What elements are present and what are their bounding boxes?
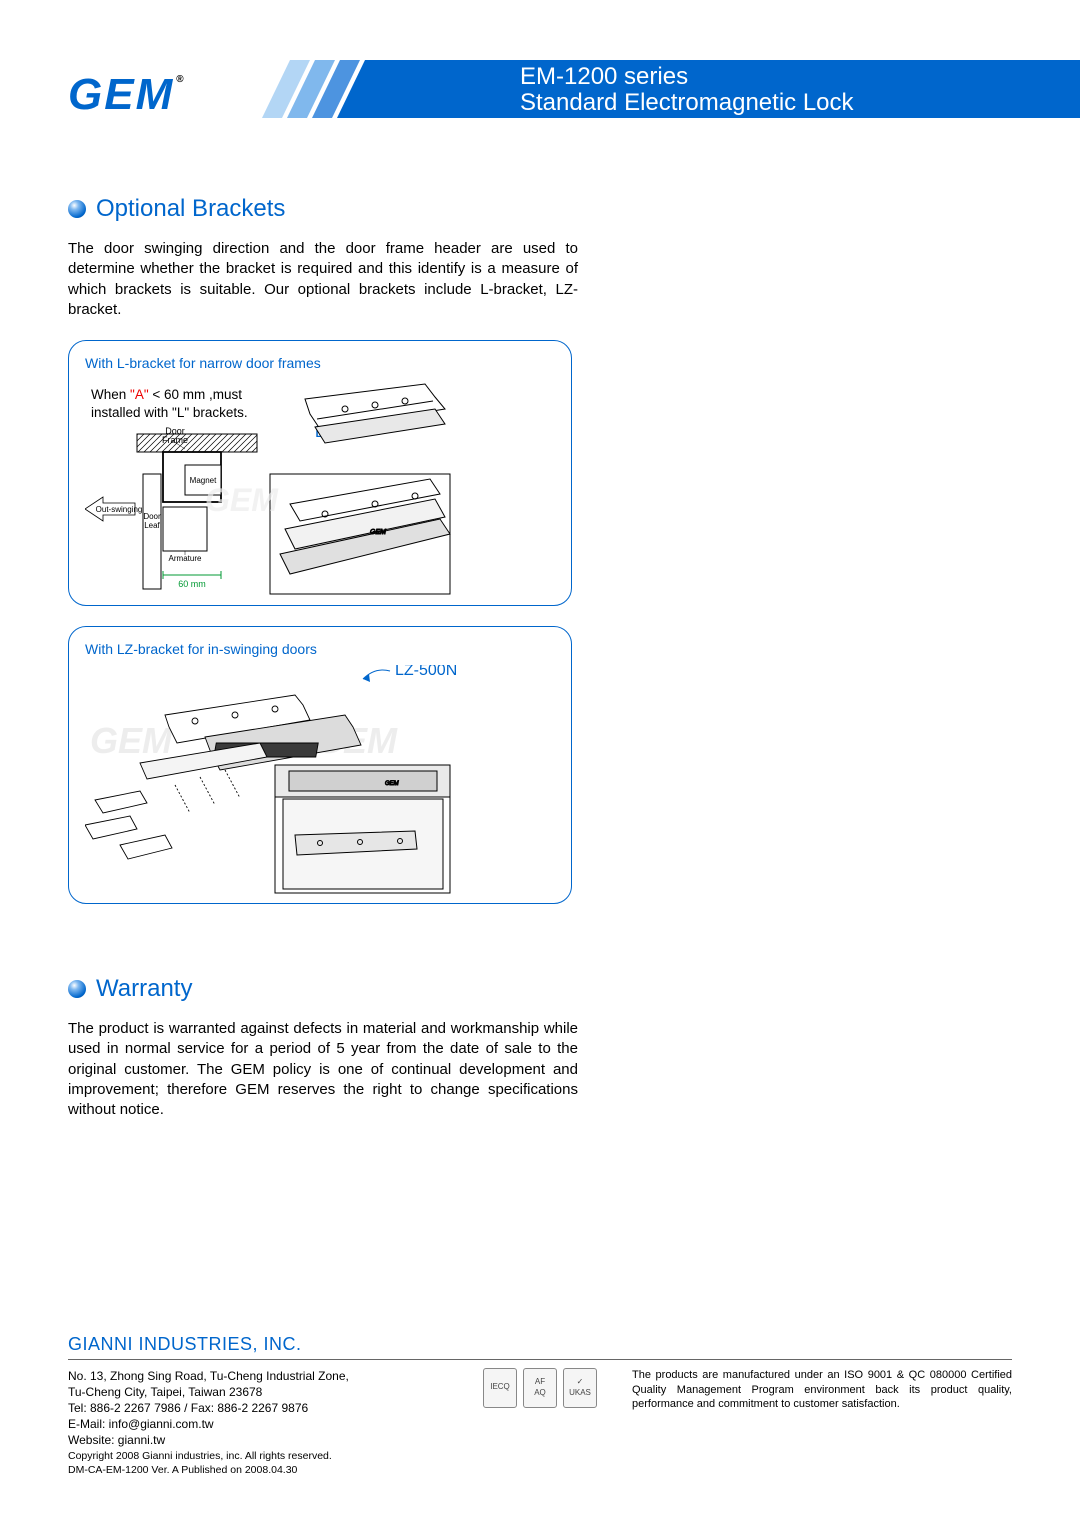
product-series: EM-1200 series xyxy=(520,64,854,90)
section-heading: Optional Brackets xyxy=(68,195,578,223)
badge-afaq: AF AQ xyxy=(523,1368,557,1408)
footer-docver: DM-CA-EM-1200 Ver. A Published on 2008.0… xyxy=(68,1463,448,1477)
diagram2-caption: With LZ-bracket for in-swinging doors xyxy=(85,641,555,657)
footer-cert-text: The products are manufactured under an I… xyxy=(632,1368,1012,1413)
when-post: installed with "L" brackets. xyxy=(91,405,248,420)
footer-badges: IECQ AF AQ ✓ UKAS xyxy=(470,1368,610,1408)
sixty-label: 60 mm xyxy=(178,579,206,589)
header-title: EM-1200 series Standard Electromagnetic … xyxy=(520,64,854,117)
svg-text:GEM: GEM xyxy=(385,781,399,787)
footer: GIANNI INDUSTRIES, INC. No. 13, Zhong Si… xyxy=(68,1334,1012,1477)
section-heading: Warranty xyxy=(68,975,578,1003)
section-title: Optional Brackets xyxy=(96,195,285,223)
diagram1-caption: With L-bracket for narrow door frames xyxy=(85,355,555,371)
diagram2-model: LZ-500N xyxy=(395,665,457,679)
header: GEM® EM-1200 series Standard Electromagn… xyxy=(0,60,1080,130)
footer-addr1: No. 13, Zhong Sing Road, Tu-Cheng Indust… xyxy=(68,1368,448,1384)
registered-mark: ® xyxy=(176,74,185,85)
l-bracket-assembly: GEM xyxy=(270,474,450,594)
diagram1-svg: When "A" < 60 mm ,must installed with "L… xyxy=(85,379,555,599)
header-stripes-icon xyxy=(260,60,390,118)
bullet-icon xyxy=(68,980,86,998)
footer-copyright: Copyright 2008 Gianni industries, inc. A… xyxy=(68,1449,448,1463)
warranty-body-text: The product is warranted against defects… xyxy=(68,1019,578,1120)
footer-email: E-Mail: info@gianni.com.tw xyxy=(68,1416,448,1432)
footer-company: GIANNI INDUSTRIES, INC. xyxy=(68,1334,1012,1355)
when-mid: < 60 mm ,must xyxy=(149,387,243,402)
badge-ukas: ✓ UKAS xyxy=(563,1368,597,1408)
section-warranty: Warranty The product is warranted agains… xyxy=(68,975,578,1120)
brackets-body-text: The door swinging direction and the door… xyxy=(68,239,578,320)
section-title: Warranty xyxy=(96,975,192,1003)
header-band: EM-1200 series Standard Electromagnetic … xyxy=(380,60,1080,118)
badge-iecq: IECQ xyxy=(483,1368,517,1408)
svg-text:DoorLeaf: DoorLeaf xyxy=(143,512,161,530)
svg-text:GEM: GEM xyxy=(205,482,279,518)
footer-address-block: No. 13, Zhong Sing Road, Tu-Cheng Indust… xyxy=(68,1368,448,1477)
svg-text:GEM: GEM xyxy=(370,529,386,536)
section-optional-brackets: Optional Brackets The door swinging dire… xyxy=(68,195,578,904)
product-name: Standard Electromagnetic Lock xyxy=(520,90,854,116)
bullet-icon xyxy=(68,200,86,218)
armature-label: Armature xyxy=(169,554,202,563)
footer-website: Website: gianni.tw xyxy=(68,1432,448,1448)
diagram-lz-bracket: With LZ-bracket for in-swinging doors LZ… xyxy=(68,626,572,904)
diagram2-svg: LZ-500N GEM GEM xyxy=(85,665,555,895)
footer-tel: Tel: 886-2 2267 7986 / Fax: 886-2 2267 9… xyxy=(68,1400,448,1416)
svg-text:When "A" < 60 mm ,must: When "A" < 60 mm ,must xyxy=(91,387,242,402)
l-bracket-3d xyxy=(305,384,445,443)
svg-text:GEM: GEM xyxy=(90,720,173,761)
out-swinging-label: Out-swinging xyxy=(96,505,143,514)
brand-logo: GEM® xyxy=(68,70,184,120)
brand-text: GEM xyxy=(68,70,174,119)
when-a: "A" xyxy=(130,387,149,402)
when-pre: When xyxy=(91,387,130,402)
footer-rule xyxy=(68,1359,1012,1360)
footer-columns: No. 13, Zhong Sing Road, Tu-Cheng Indust… xyxy=(68,1368,1012,1477)
lz-installed: GEM xyxy=(275,765,450,893)
footer-addr2: Tu-Cheng City, Taipei, Taiwan 23678 xyxy=(68,1384,448,1400)
diagram-l-bracket: With L-bracket for narrow door frames Wh… xyxy=(68,340,572,606)
